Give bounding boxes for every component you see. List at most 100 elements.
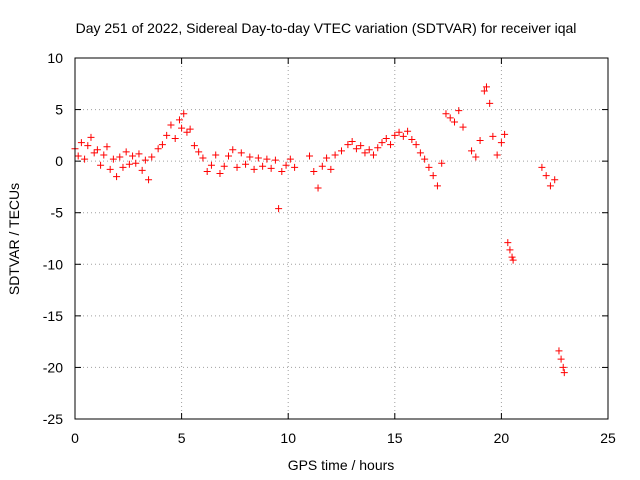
data-point (472, 153, 480, 161)
data-point (551, 176, 559, 184)
data-point (271, 156, 279, 164)
data-point (310, 167, 318, 175)
data-point (387, 141, 395, 149)
data-point (395, 128, 403, 136)
data-point (489, 132, 497, 140)
data-point (442, 110, 450, 118)
data-point (480, 87, 488, 95)
data-point (97, 161, 105, 169)
data-point (476, 137, 484, 145)
data-point (482, 83, 490, 91)
data-point (408, 135, 416, 143)
data-point (250, 165, 258, 173)
data-point (557, 355, 565, 363)
data-point (90, 149, 98, 157)
data-point (455, 107, 463, 115)
data-point (404, 127, 412, 135)
data-point (216, 170, 224, 178)
data-point (357, 142, 365, 150)
data-point (113, 173, 121, 181)
data-point (391, 131, 399, 139)
y-tick-label: 5 (55, 102, 63, 118)
data-point (186, 125, 194, 133)
data-point (365, 146, 373, 154)
data-point (246, 153, 254, 161)
data-point (125, 160, 133, 168)
data-point (163, 131, 171, 139)
data-point (421, 155, 429, 163)
data-point (374, 144, 382, 152)
data-point (77, 139, 85, 147)
data-point (275, 205, 283, 213)
data-point (233, 163, 241, 171)
data-point (212, 151, 220, 159)
data-point (429, 172, 437, 180)
data-point (93, 146, 101, 154)
data-point (263, 155, 271, 163)
data-point (538, 163, 546, 171)
data-point (180, 110, 188, 118)
data-point (323, 154, 331, 162)
data-point (171, 134, 179, 142)
data-point (141, 156, 149, 164)
data-point (195, 148, 203, 156)
data-point (468, 147, 476, 155)
data-point (286, 155, 294, 163)
data-point (559, 363, 567, 371)
x-tick-label: 0 (71, 430, 79, 446)
data-point (132, 159, 140, 167)
data-point (167, 121, 175, 129)
data-point (84, 142, 92, 150)
data-point (175, 116, 183, 124)
data-point (378, 139, 386, 147)
data-point (450, 118, 458, 126)
data-point (501, 130, 509, 138)
data-point (361, 149, 369, 157)
data-point (278, 167, 286, 175)
data-point (138, 166, 146, 174)
data-point (87, 133, 95, 141)
data-point (74, 152, 82, 160)
data-point (509, 256, 517, 264)
plot-frame (74, 57, 609, 420)
data-point (546, 182, 554, 190)
data-point (100, 151, 108, 159)
data-point (122, 148, 130, 156)
data-point (119, 163, 127, 171)
x-tick-label: 15 (387, 430, 403, 446)
data-point (306, 152, 314, 160)
x-tick-label: 20 (494, 430, 510, 446)
data-point (412, 141, 420, 149)
data-point (348, 138, 356, 146)
y-axis-title: SDTVAR / TECUs (6, 183, 22, 295)
data-point (382, 134, 390, 142)
data-point (504, 239, 512, 247)
data-point (555, 347, 563, 355)
data-point (267, 164, 275, 172)
data-point (106, 165, 114, 173)
data-point (493, 151, 501, 159)
data-point (318, 162, 326, 170)
data-point (129, 152, 137, 160)
data-point (291, 163, 299, 171)
x-tick-label: 5 (178, 430, 186, 446)
x-tick-label: 25 (600, 430, 616, 446)
data-point (242, 160, 250, 168)
data-point (344, 141, 352, 149)
data-point (446, 114, 454, 122)
data-point (314, 184, 322, 192)
data-point (369, 151, 377, 159)
data-point (433, 182, 441, 190)
data-point (154, 145, 162, 153)
data-point (220, 162, 228, 170)
x-axis-title: GPS time / hours (288, 457, 395, 473)
data-point (399, 132, 407, 140)
data-point (109, 155, 117, 163)
data-point (254, 154, 262, 162)
data-point (416, 149, 424, 157)
data-point (352, 145, 360, 153)
data-point (338, 147, 345, 155)
y-tick-label: -10 (43, 256, 63, 272)
y-tick-label: -5 (51, 205, 64, 221)
